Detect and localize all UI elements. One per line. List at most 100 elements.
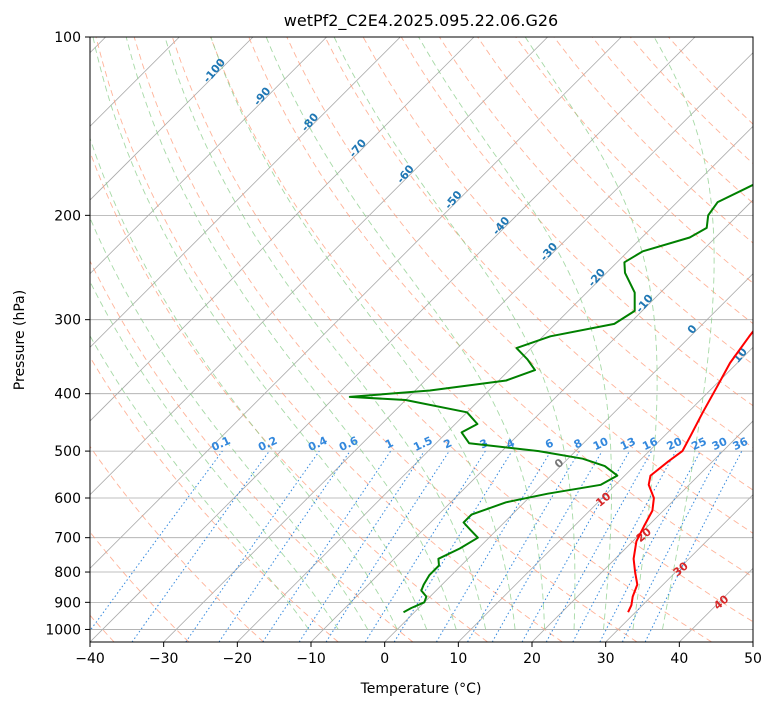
dry-adiabat-line xyxy=(515,37,753,284)
mixing-ratio-line xyxy=(185,450,320,642)
y-axis: 100 200 300 400 500 600 700 800 900 1000 xyxy=(45,30,90,638)
isotherm-line xyxy=(90,37,622,569)
moist-adiabat-line xyxy=(524,37,658,630)
mixing-ratio-line xyxy=(393,450,513,642)
isotherm-line xyxy=(531,420,753,642)
dewpoint-line xyxy=(348,183,753,614)
isotherm-line xyxy=(90,37,475,422)
dry-adiabat-line xyxy=(210,37,753,623)
dry-adiabat-line xyxy=(90,531,190,642)
y-tick-label: 800 xyxy=(54,565,81,581)
moist-adiabat-line xyxy=(653,37,715,630)
mixing-ratio-line xyxy=(572,450,677,642)
dry-adiabat-line xyxy=(553,37,753,244)
dry-adiabat-line xyxy=(324,37,753,491)
moist-adiabat-lines xyxy=(90,37,715,630)
mixing-ratio-line xyxy=(364,450,486,642)
mixing-ratio-label: 2 xyxy=(442,436,454,451)
x-tick-label: 40 xyxy=(670,651,688,667)
isotherm-label: -20 xyxy=(585,266,608,290)
y-tick-label: 600 xyxy=(54,491,81,507)
mixing-ratio-label: 16 xyxy=(640,435,660,453)
moist-adiabat-line xyxy=(90,334,310,630)
y-tick-label: 100 xyxy=(54,30,81,46)
isotherm-label: -60 xyxy=(394,162,417,186)
dry-adiabat-line xyxy=(477,37,753,325)
pressure-grid-lines xyxy=(90,37,753,630)
mixing-ratio-label: 25 xyxy=(689,435,708,453)
x-tick-label: 10 xyxy=(449,651,467,667)
moist-adiabat-label: 10 xyxy=(593,489,613,509)
dry-adiabat-line xyxy=(248,37,753,578)
sounding-series xyxy=(348,183,753,614)
dry-adiabat-line xyxy=(171,37,712,642)
dry-adiabat-line xyxy=(668,37,753,125)
x-tick-label: −20 xyxy=(223,651,253,667)
y-tick-label: 400 xyxy=(54,387,81,403)
moist-adiabat-line xyxy=(333,37,576,630)
dry-adiabat-line xyxy=(133,37,638,642)
y-tick-label: 900 xyxy=(54,595,81,611)
x-tick-label: 0 xyxy=(380,651,389,667)
moist-adiabat-label: 30 xyxy=(671,559,691,579)
isotherm-line xyxy=(679,567,753,642)
isotherm-line xyxy=(605,494,753,642)
mixing-ratio-label: 6 xyxy=(543,436,556,451)
mixing-ratio-label: 20 xyxy=(665,435,685,453)
isotherm-label: 0 xyxy=(685,322,700,336)
isotherm-label: -70 xyxy=(346,136,369,160)
chart-title: wetPf2_C2E4.2025.095.22.06.G26 xyxy=(284,11,558,31)
mixing-ratio-line xyxy=(131,450,270,642)
isotherm-label: -30 xyxy=(538,240,561,264)
isotherm-line xyxy=(458,346,753,642)
isotherm-line xyxy=(90,37,254,201)
isotherm-line xyxy=(384,273,753,642)
moist-adiabat-line xyxy=(210,37,516,630)
plot-frame xyxy=(89,36,754,643)
isotherm-line xyxy=(90,37,696,642)
dry-adiabat-line xyxy=(90,150,488,642)
moist-adiabat-line xyxy=(90,280,339,630)
y-tick-label: 1000 xyxy=(45,622,81,638)
mixing-ratio-line xyxy=(298,450,425,642)
dry-adiabat-line xyxy=(95,37,563,642)
isotherm-label: -50 xyxy=(442,188,465,212)
isotherm-label: -10 xyxy=(633,292,656,316)
dry-adiabat-line xyxy=(90,259,414,642)
isotherm-line xyxy=(163,52,753,642)
moist-adiabat-label: 40 xyxy=(711,592,731,612)
y-tick-label: 300 xyxy=(54,313,81,329)
moist-adiabat-line xyxy=(265,37,546,630)
isotherm-label: -90 xyxy=(251,84,274,108)
mixing-ratio-line xyxy=(218,450,351,642)
x-tick-label: −30 xyxy=(149,651,179,667)
moist-adiabat-line xyxy=(125,37,457,630)
y-tick-label: 200 xyxy=(54,208,81,224)
x-axis-label: Temperature (°C) xyxy=(360,681,482,697)
mixing-ratio-line xyxy=(325,450,450,642)
mixing-ratio-label: 30 xyxy=(710,435,730,453)
mixing-ratio-lines xyxy=(90,450,743,642)
y-tick-label: 700 xyxy=(54,531,81,547)
moist-adiabat-line xyxy=(90,216,369,630)
mixing-ratio-line xyxy=(545,450,653,642)
isotherm-label: -40 xyxy=(490,214,513,238)
moist-adiabat-line xyxy=(164,37,487,630)
plot-area: 0.1 0.2 0.4 0.6 1 1.5 2 3 4 6 8 10 13 16 20 25 30 36-100-… xyxy=(90,37,753,642)
x-tick-label: 20 xyxy=(523,651,541,667)
dry-adiabat-line xyxy=(286,37,753,534)
x-tick-label: −10 xyxy=(296,651,326,667)
x-tick-label: 50 xyxy=(744,651,762,667)
moist-adiabat-line xyxy=(418,37,613,630)
isopleth-labels: 0.1 0.2 0.4 0.6 1 1.5 2 3 4 6 8 10 13 16 20 25 30 36-100-… xyxy=(200,56,751,613)
dry-adiabat-lines xyxy=(90,37,753,642)
moist-adiabat-line xyxy=(92,37,428,630)
x-tick-label: 30 xyxy=(597,651,615,667)
mixing-ratio-label: 10 xyxy=(591,435,611,453)
mixing-ratio-label: 36 xyxy=(731,435,751,453)
isotherm-line xyxy=(90,37,548,496)
isotherm-line xyxy=(90,37,327,275)
moist-adiabat-label: 0 xyxy=(552,456,566,471)
mixing-ratio-line xyxy=(521,450,630,642)
